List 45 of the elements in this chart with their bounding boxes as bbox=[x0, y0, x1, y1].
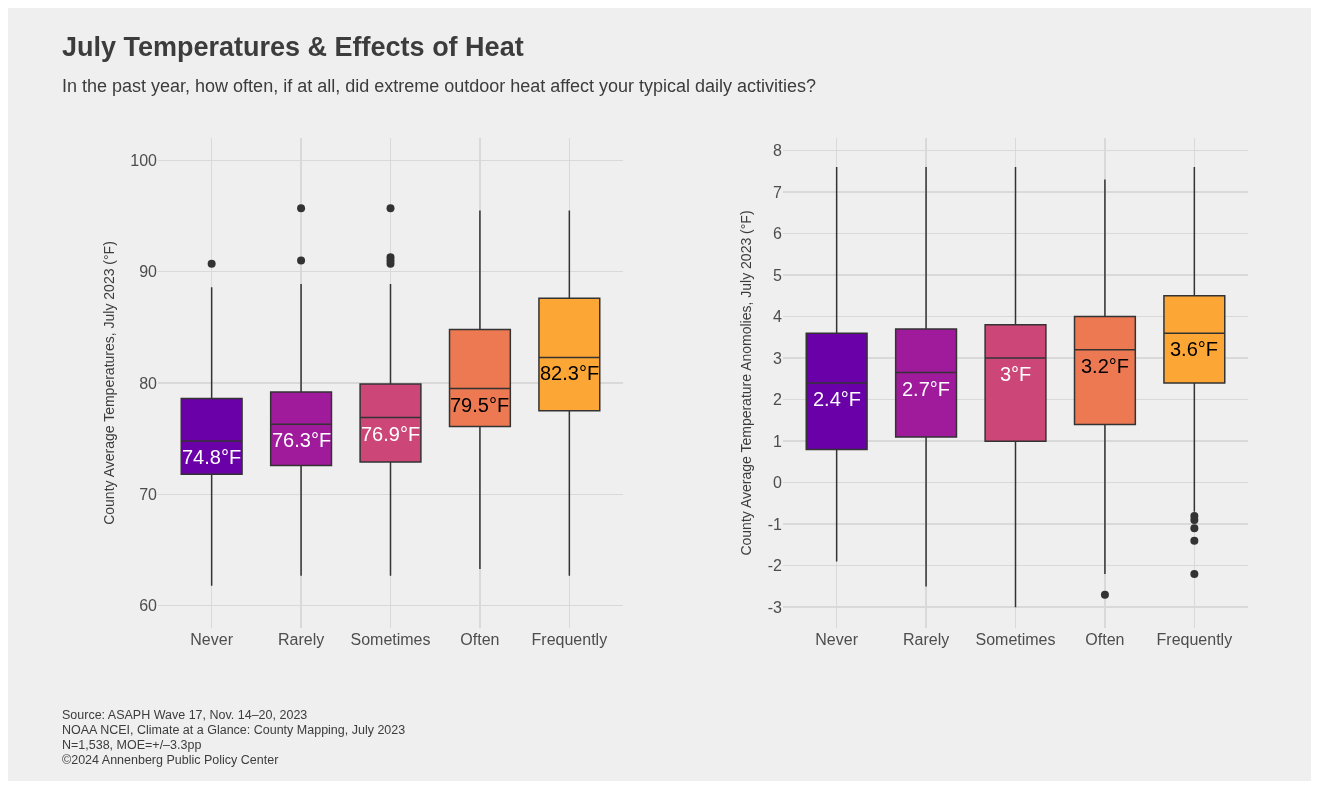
y-axis-title: County Average Temperature Anomolies, July 2023 (°F) bbox=[738, 210, 755, 556]
x-tick-label: Sometimes bbox=[975, 631, 1056, 648]
y-tick-label: 60 bbox=[139, 597, 158, 615]
text: 76.9°F bbox=[361, 423, 421, 445]
y-tick-label: -2 bbox=[767, 557, 783, 575]
x-tick-label: Often bbox=[1085, 631, 1125, 648]
text: N=1,538, MOE=+/–3.3pp bbox=[62, 738, 202, 752]
x-tick-label: Frequently bbox=[531, 631, 608, 648]
y-tick-label: 8 bbox=[773, 142, 783, 160]
text: 3.6°F bbox=[1170, 338, 1219, 360]
x-tick-label: Never bbox=[190, 631, 234, 648]
chart-subtitle: In the past year, how often, if at all, did extreme outdoor heat affect your typical daily activities? bbox=[62, 76, 817, 97]
x-tick-label: Often bbox=[460, 631, 500, 648]
text: 76.3°F bbox=[272, 429, 332, 451]
source-note: Source: ASAPH Wave 17, Nov. 14–20, 2023 bbox=[62, 708, 308, 722]
y-tick-label: 6 bbox=[773, 225, 783, 243]
text: NOAA NCEI, Climate at a Glance: County Mapping, July 2023 bbox=[62, 723, 406, 737]
text: 3.2°F bbox=[1081, 355, 1130, 377]
text: 3°F bbox=[1000, 363, 1032, 385]
y-tick-label: 3 bbox=[773, 349, 783, 367]
y-tick-label: 70 bbox=[139, 485, 158, 503]
chart-title: July Temperatures & Effects of Heat bbox=[62, 32, 524, 63]
x-tick-label: Frequently bbox=[1156, 631, 1233, 648]
y-axis-title: County Average Temperatures, July 2023 (°F) bbox=[100, 241, 117, 525]
x-tick-label: Never bbox=[815, 631, 859, 648]
y-tick-label: 80 bbox=[139, 374, 158, 392]
x-tick-label: Sometimes bbox=[350, 631, 431, 648]
y-tick-label: 0 bbox=[773, 474, 783, 492]
y-tick-label: 1 bbox=[773, 432, 783, 450]
text: 74.8°F bbox=[182, 446, 242, 468]
y-tick-label: 2 bbox=[773, 391, 783, 409]
text: 82.3°F bbox=[540, 362, 600, 384]
y-tick-label: 7 bbox=[773, 183, 783, 201]
text: 2.4°F bbox=[813, 388, 862, 410]
text: 79.5°F bbox=[450, 394, 510, 416]
text: ©2024 Annenberg Public Policy Center bbox=[62, 753, 279, 767]
y-tick-label: 4 bbox=[773, 308, 783, 326]
y-tick-label: 90 bbox=[139, 263, 158, 281]
y-tick-label: -3 bbox=[767, 598, 783, 616]
y-tick-label: -1 bbox=[767, 515, 783, 533]
y-tick-label: 5 bbox=[773, 266, 783, 284]
x-tick-label: Rarely bbox=[277, 631, 325, 648]
text: 2.7°F bbox=[902, 378, 951, 400]
x-tick-label: Rarely bbox=[902, 631, 950, 648]
y-tick-label: 100 bbox=[130, 151, 158, 169]
